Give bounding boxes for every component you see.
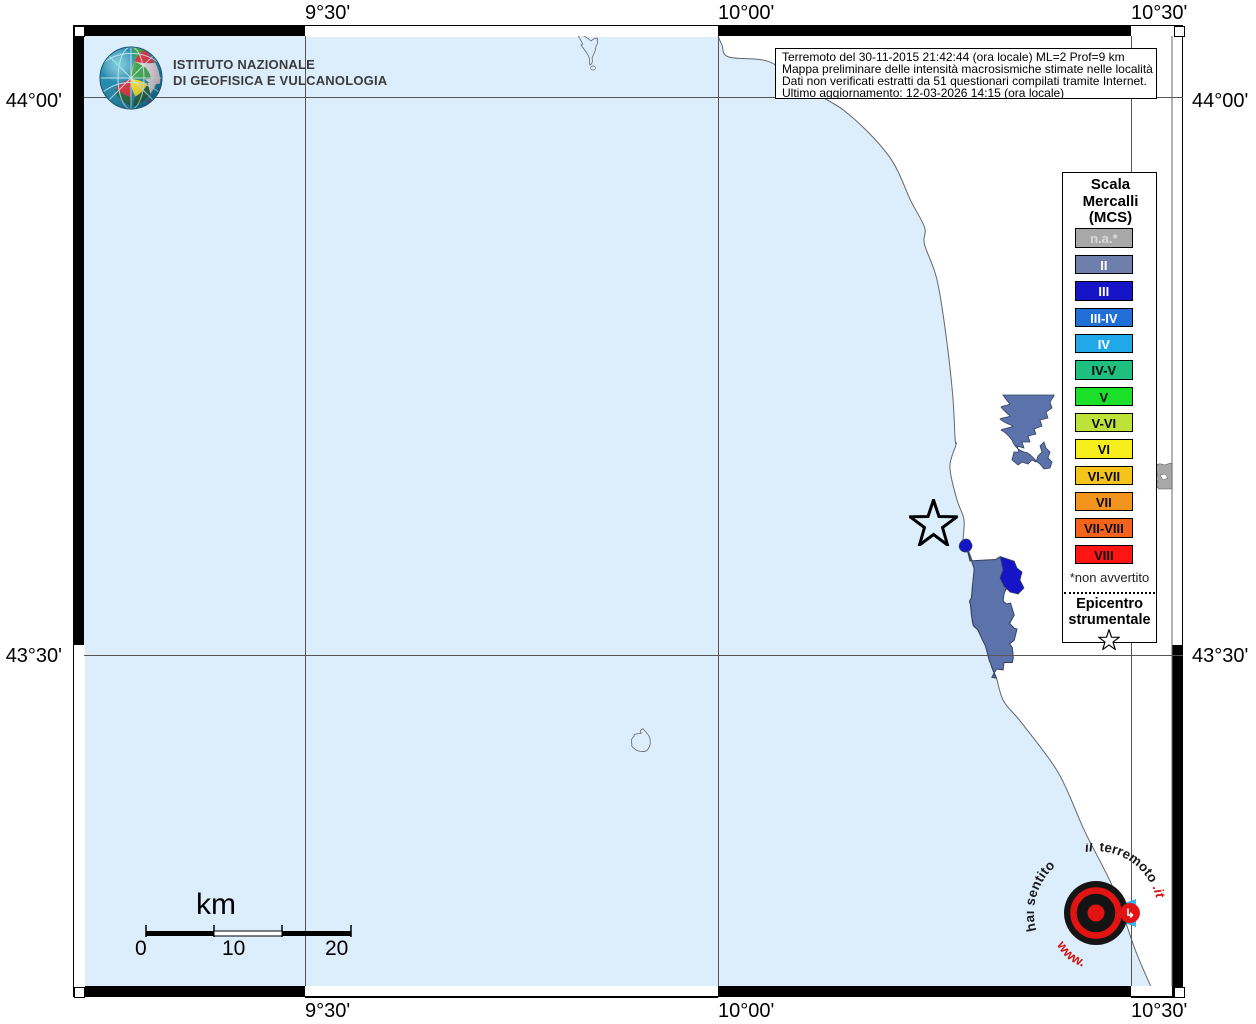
svg-text:↳: ↳ — [1125, 907, 1135, 921]
svg-text:terremoto: terremoto — [1099, 843, 1161, 885]
svg-text:il: il — [1084, 843, 1094, 855]
svg-text:www.: www. — [1054, 937, 1087, 969]
svg-text:.it: .it — [1150, 882, 1166, 899]
svg-text:hai sentito: hai sentito — [1026, 857, 1058, 933]
